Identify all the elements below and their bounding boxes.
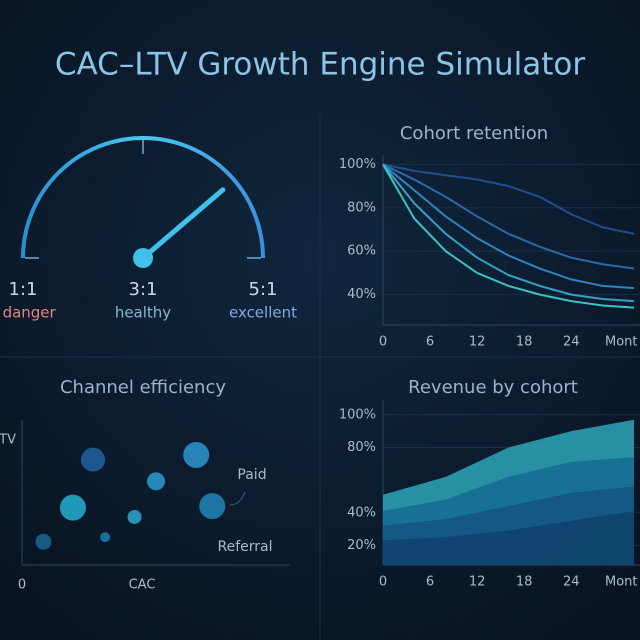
revenue-area [383, 419, 634, 512]
channel-bubble [147, 472, 165, 491]
x-tick-label: 18 [516, 575, 533, 590]
gauge-hub [133, 248, 153, 268]
gauge-tick-label: 3:1 [129, 279, 158, 300]
channel-bubble [183, 441, 210, 468]
y-tick-label: 100% [339, 157, 376, 172]
x-tick-label: 0 [379, 335, 387, 350]
revenue-area [383, 457, 634, 526]
y-tick-label: 40% [347, 505, 376, 520]
y-axis-label: TV [0, 433, 16, 448]
retention-line [382, 163, 635, 235]
gauge-arc [21, 136, 265, 259]
retention-line [382, 163, 635, 270]
channel-bubble [81, 447, 106, 472]
gauge-zone-label: excellent [229, 304, 297, 322]
gauge-zone-label: – danger [0, 304, 57, 322]
gauge-needle [146, 187, 226, 256]
x-tick-label: 0 [379, 575, 387, 590]
x-tick-label: 0 [18, 578, 26, 593]
y-tick-label: 100% [339, 407, 376, 422]
x-tick-label: 6 [426, 335, 434, 350]
y-tick-label: 80% [347, 440, 376, 455]
channel-bubble [35, 533, 52, 550]
x-tick-label: 6 [426, 575, 434, 590]
x-axis-label: CAC [129, 578, 156, 593]
annotation: Referral [218, 539, 273, 555]
gauge-tick-label: 1:1 [9, 279, 38, 300]
x-tick-label: 24 [563, 335, 580, 350]
page-title: CAC–LTV Growth Engine Simulator [55, 47, 585, 83]
x-axis-label: Mont [605, 575, 638, 590]
panel-title: Cohort retention [400, 123, 548, 144]
y-tick-label: 80% [347, 200, 376, 215]
x-tick-label: 18 [516, 335, 533, 350]
revenue-area [383, 486, 634, 541]
x-tick-label: 24 [563, 575, 580, 590]
gauge-zone-label: healthy [115, 304, 171, 322]
panel-title: Revenue by cohort [408, 377, 578, 398]
revenue-area [383, 511, 634, 565]
panel-title: Channel efficiency [60, 377, 226, 398]
gauge-tick-label: 5:1 [249, 279, 278, 300]
channel-bubble [59, 494, 86, 521]
annotation-connector [229, 491, 246, 506]
x-tick-label: 12 [469, 335, 486, 350]
retention-line [382, 163, 635, 309]
annotation: Paid [237, 467, 266, 483]
y-tick-label: 20% [347, 538, 376, 553]
channel-bubble [127, 509, 142, 524]
channel-bubble [100, 532, 111, 543]
retention-line [382, 163, 635, 303]
x-axis-label: Mont [605, 335, 638, 350]
channel-bubble [199, 493, 226, 520]
x-tick-label: 12 [469, 575, 486, 590]
retention-line [382, 163, 635, 290]
y-tick-label: 40% [347, 287, 376, 302]
y-tick-label: 60% [347, 244, 376, 259]
